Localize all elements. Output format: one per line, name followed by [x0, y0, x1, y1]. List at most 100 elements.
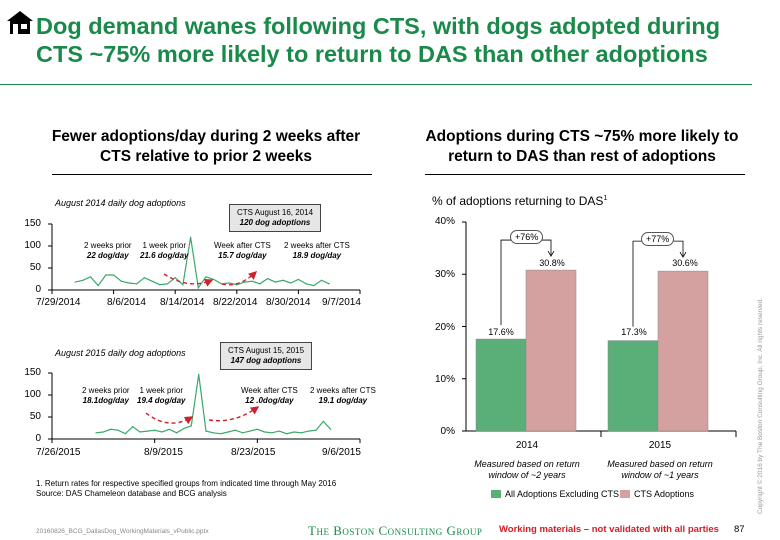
- increase-arrowhead: [547, 250, 555, 257]
- data-point: [176, 432, 178, 434]
- left-section-title: Fewer adoptions/day during 2 weeks after…: [51, 128, 361, 165]
- data-point: [136, 283, 138, 285]
- annotation-2weeks-prior: 2 weeks prior 22 dog/day: [84, 241, 132, 260]
- data-point: [330, 428, 332, 430]
- data-point: [183, 427, 185, 430]
- file-name: 20160826_BCG_DallasDog_WorkingMaterials_…: [36, 528, 209, 535]
- data-point: [154, 429, 156, 431]
- bar: [475, 338, 527, 432]
- annotation-2weeks-after: 2 weeks after CTS 18.9 dog/day: [284, 241, 350, 260]
- x-tick: 7/26/2015: [36, 447, 81, 458]
- data-point: [234, 429, 236, 431]
- bar: [525, 269, 577, 432]
- footnote: 1. Return rates for respective specified…: [36, 479, 337, 498]
- bar-chart-plot: [462, 221, 737, 437]
- data-point: [124, 433, 126, 435]
- data-point: [190, 236, 192, 238]
- legend-swatch: [620, 490, 630, 498]
- y-tick: 150: [24, 367, 41, 378]
- y-tick: 100: [24, 389, 41, 400]
- right-section-title: Adoptions during CTS ~75% more likely to…: [425, 128, 739, 165]
- x-tick: 8/14/2014: [160, 297, 205, 308]
- category-note: Measured based on return window of ~2 ye…: [474, 459, 580, 480]
- data-point: [198, 373, 200, 375]
- data-point: [290, 282, 292, 284]
- data-point: [297, 278, 299, 281]
- data-point: [278, 430, 280, 432]
- y-tick: 10%: [434, 374, 455, 385]
- x-tick: 7/29/2014: [36, 297, 81, 308]
- x-tick: 8/9/2015: [144, 447, 183, 458]
- x-tick: 8/6/2014: [107, 297, 146, 308]
- data-point: [132, 426, 134, 428]
- data-point: [259, 283, 261, 285]
- data-point: [197, 287, 199, 289]
- y-tick: 40%: [434, 216, 455, 227]
- data-point: [146, 430, 148, 432]
- data-point: [212, 432, 214, 434]
- data-point: [264, 431, 266, 433]
- data-point: [82, 279, 84, 281]
- data-point: [228, 282, 230, 284]
- data-point: [242, 432, 244, 434]
- data-point: [174, 277, 176, 279]
- data-point: [213, 278, 215, 281]
- bar: [657, 270, 709, 432]
- y-tick: 50: [29, 262, 41, 273]
- data-point: [89, 276, 92, 278]
- data-point: [102, 431, 104, 433]
- x-tick: 9/6/2015: [322, 447, 361, 458]
- increase-badge-2015: +77%: [641, 232, 675, 246]
- data-point: [267, 277, 269, 280]
- data-point: [105, 274, 107, 276]
- chart-2014-title: August 2014 daily dog adoptions: [55, 198, 186, 208]
- data-point: [97, 285, 99, 287]
- data-point: [308, 430, 310, 432]
- data-point: [322, 420, 324, 422]
- data-point: [143, 277, 145, 279]
- data-point: [300, 432, 302, 434]
- data-point: [95, 432, 97, 434]
- data-point: [220, 433, 222, 435]
- trend-arrow: [221, 271, 258, 286]
- page-title: Dog demand wanes following CTS, with dog…: [36, 13, 721, 67]
- data-point: [286, 433, 288, 435]
- data-point: [113, 274, 115, 276]
- y-tick: 0: [35, 433, 41, 444]
- y-tick: 100: [24, 240, 41, 251]
- y-tick: 0: [35, 284, 41, 295]
- data-point: [117, 429, 119, 431]
- data-point: [205, 276, 207, 278]
- annotation-2weeks-after: 2 weeks after CTS 19.1 dog/day: [310, 386, 376, 405]
- cts-callout-2015: CTS August 15, 2015 147 dog adoptions: [220, 342, 312, 370]
- left-section-divider: [52, 174, 372, 175]
- page-number: 87: [734, 524, 745, 535]
- data-point: [190, 425, 192, 427]
- data-point: [249, 430, 251, 432]
- data-point: [161, 431, 163, 433]
- data-point: [128, 282, 130, 284]
- category-note: Measured based on return window of ~1 ye…: [607, 459, 713, 480]
- annotation-1week-prior: 1 week prior 19.4 dog/day: [137, 386, 186, 405]
- legend-swatch: [491, 490, 501, 498]
- cts-callout-2014: CTS August 16, 2014 120 dog adoptions: [229, 204, 321, 232]
- data-point: [305, 283, 307, 285]
- series-line: [74, 237, 330, 290]
- increase-arrowhead: [679, 251, 687, 258]
- x-tick: 9/7/2014: [322, 297, 361, 308]
- x-tick: 8/22/2014: [213, 297, 258, 308]
- trend-arrow: [145, 412, 194, 425]
- chart-2014-plot: [48, 223, 361, 294]
- bar: [607, 340, 659, 432]
- y-tick: 30%: [434, 269, 455, 280]
- data-point: [220, 283, 222, 285]
- data-point: [166, 283, 169, 285]
- data-point: [293, 431, 295, 433]
- chart-2015-plot: [48, 372, 361, 443]
- disclaimer: Working materials – not validated with a…: [499, 524, 719, 535]
- bar-value-label: 17.6%: [488, 327, 514, 337]
- data-point: [328, 283, 330, 285]
- chart-2015-title: August 2015 daily dog adoptions: [55, 348, 186, 358]
- y-tick: 150: [24, 218, 41, 229]
- y-tick: 0%: [440, 426, 455, 437]
